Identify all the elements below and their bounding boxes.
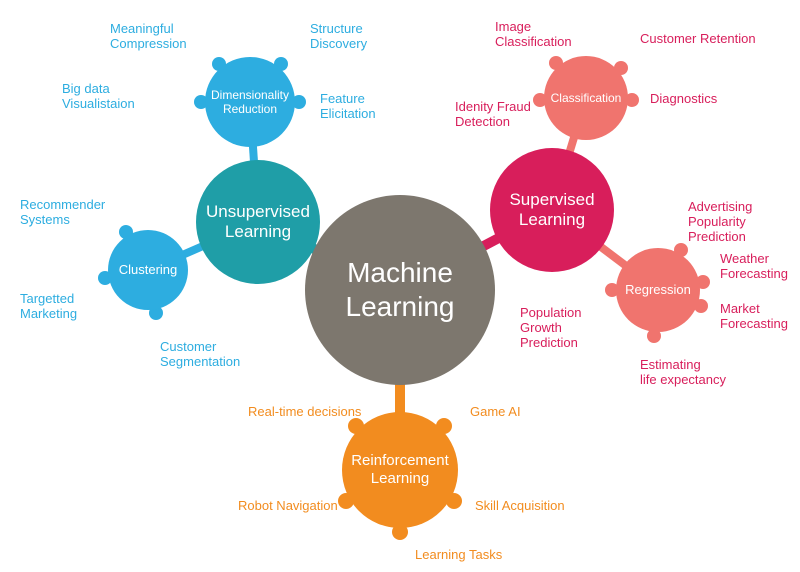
- sub-clustering: Clustering: [108, 230, 188, 310]
- sub-regression-leaf-label-4: Estimating life expectancy: [640, 358, 726, 388]
- branch-reinforcement-leaf-label-1: Game AI: [470, 405, 521, 420]
- branch-reinforcement-leaf-label-4: Learning Tasks: [415, 548, 502, 563]
- branch-reinforcement-leaf-label-0: Real-time decisions: [248, 405, 361, 420]
- center-node: Machine Learning: [305, 195, 495, 385]
- branch-unsupervised-label: Unsupervised Learning: [206, 202, 310, 243]
- sub-clustering-leaf-label-2: Customer Segmentation: [160, 340, 240, 370]
- sub-classification-label: Classification: [551, 91, 622, 105]
- sub-dimred-leaf-label-1: Structure Discovery: [310, 22, 367, 52]
- sub-classification-leaf-label-3: Diagnostics: [650, 92, 717, 107]
- sub-clustering-label: Clustering: [119, 262, 178, 278]
- sub-classification-leaf-label-2: Idenity Fraud Detection: [455, 100, 531, 130]
- sub-regression-leaf-label-2: Population Growth Prediction: [520, 306, 581, 351]
- sub-dimred-label: Dimensionality Reduction: [211, 88, 289, 117]
- branch-reinforcement-label: Reinforcement Learning: [351, 452, 449, 488]
- sub-regression: Regression: [616, 248, 700, 332]
- sub-dimred-leaf-label-3: Feature Elicitation: [320, 92, 376, 122]
- sub-classification: Classification: [544, 56, 628, 140]
- sub-regression-leaf-label-0: Advertising Popularity Prediction: [688, 200, 800, 245]
- center-node-label: Machine Learning: [346, 256, 455, 323]
- sub-clustering-leaf-label-1: Targetted Marketing: [20, 292, 77, 322]
- branch-supervised: Supervised Learning: [490, 148, 614, 272]
- branch-unsupervised: Unsupervised Learning: [196, 160, 320, 284]
- sub-regression-label: Regression: [625, 282, 691, 298]
- sub-classification-leaf-label-1: Customer Retention: [640, 32, 756, 47]
- sub-regression-leaf-label-3: Market Forecasting: [720, 302, 788, 332]
- sub-dimred-leaf-label-0: Meaningful Compression: [110, 22, 187, 52]
- sub-clustering-leaf-label-0: Recommender Systems: [20, 198, 105, 228]
- branch-reinforcement-leaf-label-3: Skill Acquisition: [475, 499, 565, 514]
- sub-regression-leaf-label-1: Weather Forecasting: [720, 252, 788, 282]
- sub-dimred-leaf-label-2: Big data Visualistaion: [62, 82, 135, 112]
- branch-reinforcement-leaf-label-2: Robot Navigation: [238, 499, 338, 514]
- sub-classification-leaf-label-0: Image Classification: [495, 20, 572, 50]
- branch-reinforcement: Reinforcement Learning: [342, 412, 458, 528]
- sub-dimred: Dimensionality Reduction: [205, 57, 295, 147]
- branch-supervised-label: Supervised Learning: [509, 190, 594, 231]
